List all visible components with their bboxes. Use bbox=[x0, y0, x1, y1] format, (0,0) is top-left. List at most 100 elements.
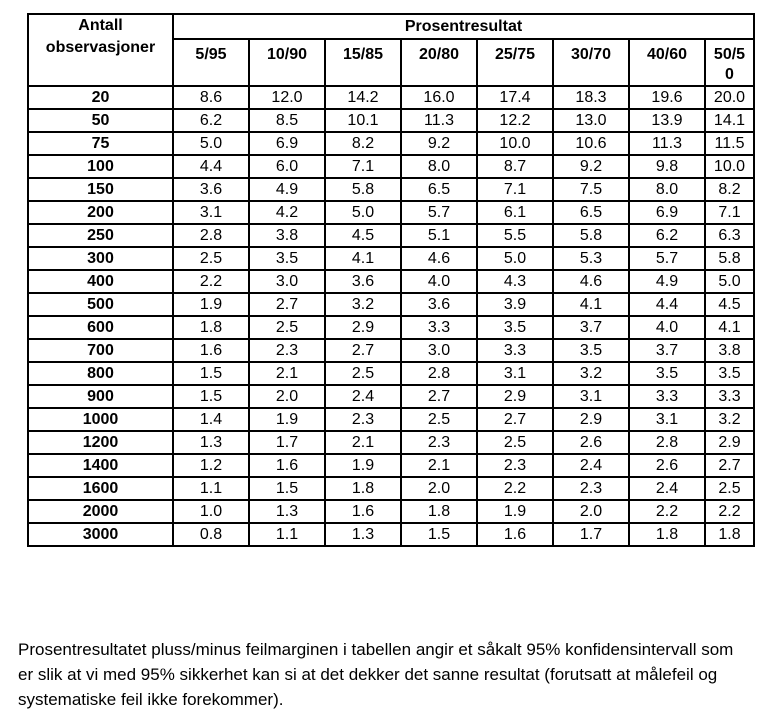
footnote-text: Prosentresultatet pluss/minus feilmargin… bbox=[18, 640, 734, 709]
value-cell: 4.6 bbox=[552, 269, 630, 294]
value-cell: 7.1 bbox=[324, 154, 402, 179]
value-cell: 1.8 bbox=[172, 315, 250, 340]
column-header-label: 30/70 bbox=[570, 46, 612, 63]
table-row: 500 1.9 2.7 3.2 3.6 3.9 4.1 4.4 4.5 bbox=[27, 292, 755, 317]
value-cell: 2.2 bbox=[628, 499, 706, 524]
value-cell: 3.6 bbox=[324, 269, 402, 294]
value-cell: 14.1 bbox=[704, 108, 755, 133]
table-row: 250 2.8 3.8 4.5 5.1 5.5 5.8 6.2 6.3 bbox=[27, 223, 755, 248]
value-cell: 5.0 bbox=[476, 246, 554, 271]
value-cell: 9.2 bbox=[400, 131, 478, 156]
value-cell: 5.0 bbox=[172, 131, 250, 156]
group-header-row: Antall observasjoner Prosentresultat bbox=[27, 13, 755, 87]
value-cell: 1.2 bbox=[172, 453, 250, 478]
table-row: 300 2.5 3.5 4.1 4.6 5.0 5.3 5.7 5.8 bbox=[27, 246, 755, 271]
value-cell: 8.6 bbox=[172, 85, 250, 110]
value-cell: 10.1 bbox=[324, 108, 402, 133]
value-cell: 1.9 bbox=[172, 292, 250, 317]
value-cell: 8.0 bbox=[400, 154, 478, 179]
value-cell: 2.6 bbox=[552, 430, 630, 455]
table-body: 20 8.6 12.0 14.2 16.0 17.4 18.3 19.6 20.0 50 6.2 8.… bbox=[27, 85, 755, 547]
value-cell: 8.7 bbox=[476, 154, 554, 179]
value-cell: 4.1 bbox=[552, 292, 630, 317]
value-cell: 2.8 bbox=[400, 361, 478, 386]
value-cell: 3.0 bbox=[400, 338, 478, 363]
value-cell: 1.3 bbox=[172, 430, 250, 455]
value-cell: 2.5 bbox=[324, 361, 402, 386]
value-cell: 2.2 bbox=[704, 499, 755, 524]
value-cell: 13.9 bbox=[628, 108, 706, 133]
value-cell: 3.2 bbox=[552, 361, 630, 386]
value-cell: 19.6 bbox=[628, 85, 706, 110]
value-cell: 2.0 bbox=[552, 499, 630, 524]
value-cell: 2.7 bbox=[248, 292, 326, 317]
value-cell: 6.5 bbox=[552, 200, 630, 225]
value-cell: 2.4 bbox=[324, 384, 402, 409]
value-cell: 1.5 bbox=[248, 476, 326, 501]
value-cell: 2.3 bbox=[324, 407, 402, 432]
table-row: 1400 1.2 1.6 1.9 2.1 2.3 2.4 2.6 2.7 bbox=[27, 453, 755, 478]
table-row: 3000 0.8 1.1 1.3 1.5 1.6 1.7 1.8 1.8 bbox=[27, 522, 755, 547]
value-cell: 3.9 bbox=[476, 292, 554, 317]
table-row: 600 1.8 2.5 2.9 3.3 3.5 3.7 4.0 4.1 bbox=[27, 315, 755, 340]
value-cell: 7.1 bbox=[476, 177, 554, 202]
value-cell: 6.3 bbox=[704, 223, 755, 248]
value-cell: 3.8 bbox=[704, 338, 755, 363]
value-cell: 17.4 bbox=[476, 85, 554, 110]
value-cell: 14.2 bbox=[324, 85, 402, 110]
table-row: 900 1.5 2.0 2.4 2.7 2.9 3.1 3.3 3.3 bbox=[27, 384, 755, 409]
value-cell: 1.5 bbox=[172, 384, 250, 409]
value-cell: 4.4 bbox=[172, 154, 250, 179]
value-cell: 4.6 bbox=[400, 246, 478, 271]
value-cell: 4.5 bbox=[704, 292, 755, 317]
value-cell: 8.5 bbox=[248, 108, 326, 133]
value-cell: 0.8 bbox=[172, 522, 250, 547]
value-cell: 5.8 bbox=[324, 177, 402, 202]
row-label: 500 bbox=[27, 292, 174, 317]
row-label: 3000 bbox=[27, 522, 174, 547]
row-label: 300 bbox=[27, 246, 174, 271]
row-label: 600 bbox=[27, 315, 174, 340]
value-cell: 9.8 bbox=[628, 154, 706, 179]
value-cell: 1.1 bbox=[172, 476, 250, 501]
value-cell: 1.6 bbox=[248, 453, 326, 478]
value-cell: 8.2 bbox=[324, 131, 402, 156]
column-header-label: 40/60 bbox=[646, 46, 688, 63]
column-header-5: 30/70 bbox=[552, 38, 630, 87]
value-cell: 8.2 bbox=[704, 177, 755, 202]
value-cell: 1.3 bbox=[248, 499, 326, 524]
value-cell: 1.8 bbox=[704, 522, 755, 547]
value-cell: 2.3 bbox=[248, 338, 326, 363]
value-cell: 3.7 bbox=[552, 315, 630, 340]
value-cell: 7.5 bbox=[552, 177, 630, 202]
value-cell: 2.9 bbox=[552, 407, 630, 432]
value-cell: 1.6 bbox=[172, 338, 250, 363]
value-cell: 3.5 bbox=[552, 338, 630, 363]
value-cell: 2.5 bbox=[704, 476, 755, 501]
value-cell: 1.8 bbox=[628, 522, 706, 547]
value-cell: 1.7 bbox=[248, 430, 326, 455]
value-cell: 6.2 bbox=[172, 108, 250, 133]
row-label: 1400 bbox=[27, 453, 174, 478]
value-cell: 10.6 bbox=[552, 131, 630, 156]
value-cell: 11.3 bbox=[400, 108, 478, 133]
value-cell: 18.3 bbox=[552, 85, 630, 110]
value-cell: 5.1 bbox=[400, 223, 478, 248]
value-cell: 1.9 bbox=[324, 453, 402, 478]
value-cell: 2.1 bbox=[324, 430, 402, 455]
value-cell: 3.5 bbox=[704, 361, 755, 386]
row-label: 75 bbox=[27, 131, 174, 156]
value-cell: 2.7 bbox=[324, 338, 402, 363]
value-cell: 2.5 bbox=[248, 315, 326, 340]
row-label: 1200 bbox=[27, 430, 174, 455]
row-label: 800 bbox=[27, 361, 174, 386]
value-cell: 3.2 bbox=[324, 292, 402, 317]
row-label: 250 bbox=[27, 223, 174, 248]
value-cell: 6.9 bbox=[248, 131, 326, 156]
value-cell: 2.9 bbox=[476, 384, 554, 409]
value-cell: 10.0 bbox=[476, 131, 554, 156]
value-cell: 11.3 bbox=[628, 131, 706, 156]
table-row: 1200 1.3 1.7 2.1 2.3 2.5 2.6 2.8 2.9 bbox=[27, 430, 755, 455]
column-header-label: 15/85 bbox=[342, 46, 384, 63]
value-cell: 4.3 bbox=[476, 269, 554, 294]
